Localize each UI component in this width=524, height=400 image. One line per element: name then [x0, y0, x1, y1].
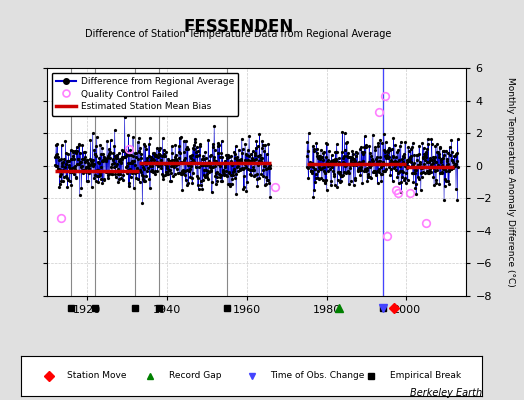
Text: Record Gap: Record Gap [169, 372, 221, 380]
Legend: Difference from Regional Average, Quality Control Failed, Estimated Station Mean: Difference from Regional Average, Qualit… [52, 72, 238, 116]
Text: Empirical Break: Empirical Break [390, 372, 461, 380]
Text: FESSENDEN: FESSENDEN [183, 18, 293, 36]
Y-axis label: Monthly Temperature Anomaly Difference (°C): Monthly Temperature Anomaly Difference (… [506, 77, 515, 287]
Text: Time of Obs. Change: Time of Obs. Change [270, 372, 364, 380]
Text: Difference of Station Temperature Data from Regional Average: Difference of Station Temperature Data f… [85, 29, 391, 39]
Text: Berkeley Earth: Berkeley Earth [410, 388, 482, 398]
Text: Station Move: Station Move [67, 372, 127, 380]
